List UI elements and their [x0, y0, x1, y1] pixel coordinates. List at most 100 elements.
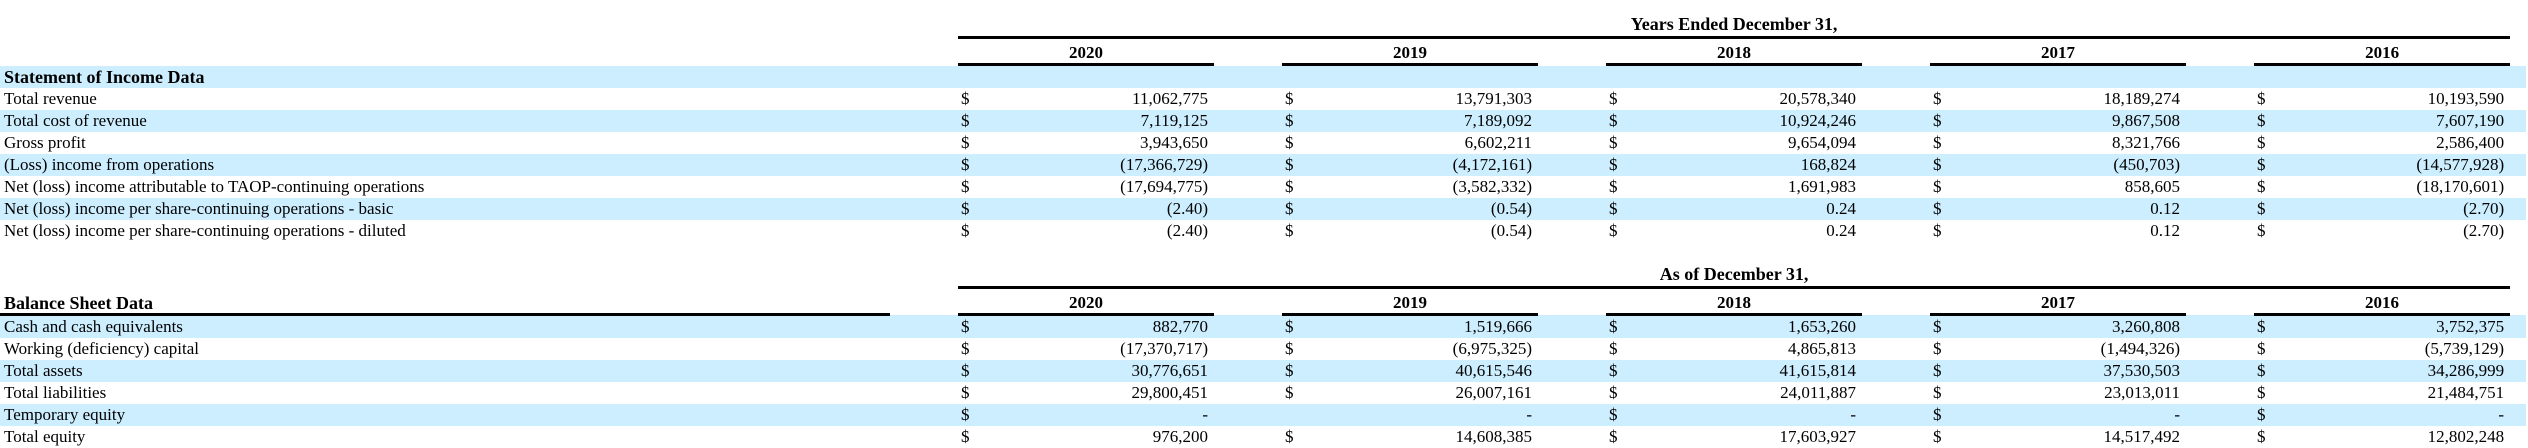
row-end-gap	[2510, 382, 2526, 404]
year-header-row: 2020 2019 2018 2017 2016	[0, 37, 2526, 66]
dollar-sign-cell: $	[1933, 221, 1942, 240]
row-label-cell: Gross profit	[4, 133, 86, 152]
dollar-sign-cell: $	[2257, 199, 2266, 218]
dollar-sign-cell: $	[961, 111, 970, 130]
dollar-sign-cell: $	[961, 177, 970, 196]
column-gap	[1214, 220, 1282, 242]
row-label-cell: Temporary equity	[4, 405, 126, 424]
column-gap	[2186, 338, 2254, 360]
column-gap	[1862, 220, 1930, 242]
row-end-gap	[2510, 132, 2526, 154]
dollar-sign-cell: $	[1933, 133, 1942, 152]
value-cell: 23,013,011	[2104, 383, 2180, 402]
dollar-sign-cell: $	[1933, 339, 1942, 358]
dollar-sign-cell: $	[961, 221, 970, 240]
value-cell: (2.70)	[2463, 199, 2505, 218]
value-cell: (2.40)	[1166, 199, 1208, 218]
dollar-sign-cell: $	[1933, 111, 1942, 130]
period-header: Years Ended December 31,	[958, 8, 2511, 39]
empty-cell	[2510, 38, 2526, 65]
dollar-sign-cell: $	[2257, 383, 2266, 402]
section-header-row: Statement of Income Data	[0, 64, 2527, 88]
column-gap	[890, 382, 958, 404]
column-gap	[1538, 176, 1606, 198]
column-gap	[2186, 288, 2254, 315]
dollar-sign-cell: $	[1285, 221, 1294, 240]
value-cell: 1,519,666	[1464, 317, 1532, 336]
column-gap	[2186, 360, 2254, 382]
column-gap	[1862, 88, 1930, 110]
value-cell: 4,865,813	[1788, 339, 1856, 358]
value-cell: 37,530,503	[2103, 361, 2181, 380]
value-cell: 2,586,400	[2436, 133, 2505, 152]
value-cell: (450,703)	[2113, 155, 2180, 174]
column-gap	[1538, 154, 1606, 176]
column-gap	[890, 38, 958, 65]
value-cell: 168,824	[1800, 155, 1856, 174]
column-gap	[2186, 132, 2254, 154]
row-label-cell: Total assets	[4, 361, 83, 380]
value-cell: 1,691,983	[1788, 177, 1856, 196]
column-gap	[890, 198, 958, 220]
empty-cell	[0, 38, 890, 65]
value-cell: -	[2174, 405, 2180, 424]
value-cell: 21,484,751	[2427, 383, 2505, 402]
value-cell: 0.12	[2150, 221, 2180, 240]
column-gap	[1538, 315, 1606, 339]
column-gap	[2186, 154, 2254, 176]
column-gap	[1214, 338, 1282, 360]
dollar-sign-cell: $	[2257, 405, 2266, 424]
dollar-sign-cell: $	[961, 427, 970, 446]
column-gap	[1862, 382, 1930, 404]
section-label: Statement of Income Data	[4, 67, 205, 87]
value-cell: 13,791,303	[1455, 89, 1533, 108]
table-row: Net (loss) income per share-continuing o…	[0, 198, 2527, 220]
dollar-sign-cell: $	[1285, 177, 1294, 196]
column-gap	[1214, 176, 1282, 198]
dollar-sign-cell: $	[961, 361, 970, 380]
column-gap	[1214, 315, 1282, 339]
table-row: Total liabilities $ 29,800,451 $ 26,007,…	[0, 382, 2526, 404]
table-row: Total cost of revenue $ 7,119,125 $ 7,18…	[0, 110, 2527, 132]
column-gap	[2186, 88, 2254, 110]
dollar-sign-cell: $	[1933, 155, 1942, 174]
dollar-sign-cell: $	[1285, 361, 1294, 380]
column-gap	[1214, 154, 1282, 176]
empty-cell	[890, 8, 958, 38]
row-label-cell: Total revenue	[4, 89, 97, 108]
year-header: 2016	[2254, 287, 2511, 316]
column-gap	[890, 132, 958, 154]
column-gap	[1538, 426, 1606, 448]
column-gap	[1862, 176, 1930, 198]
balance-sheet-table: As of December 31, Balance Sheet Data 20…	[0, 258, 2527, 448]
dollar-sign-cell: $	[1285, 133, 1294, 152]
column-gap	[1214, 198, 1282, 220]
year-header: 2017	[1930, 37, 2186, 66]
value-cell: 17,603,927	[1779, 427, 1857, 446]
column-gap	[890, 110, 958, 132]
dollar-sign-cell: $	[961, 199, 970, 218]
column-gap	[1538, 288, 1606, 315]
row-end-gap	[2510, 198, 2526, 220]
empty-cell	[890, 258, 958, 288]
column-gap	[1214, 360, 1282, 382]
dollar-sign-cell: $	[1285, 339, 1294, 358]
section-label: Balance Sheet Data	[0, 287, 890, 316]
value-cell: 12,802,248	[2427, 427, 2505, 446]
column-gap	[1538, 198, 1606, 220]
dollar-sign-cell: $	[1933, 89, 1942, 108]
dollar-sign-cell: $	[1285, 199, 1294, 218]
column-gap	[1538, 338, 1606, 360]
table-row: Net (loss) income attributable to TAOP-c…	[0, 176, 2526, 198]
column-gap	[2186, 220, 2254, 242]
column-gap	[1214, 88, 1282, 110]
value-cell: 40,615,546	[1455, 361, 1533, 380]
table-row: (Loss) income from operations $ (17,366,…	[0, 154, 2527, 176]
column-gap	[1862, 110, 1930, 132]
row-label-cell: Total equity	[4, 427, 86, 446]
table-row: Total equity $ 976,200 $ 14,608,385 $ 17…	[0, 426, 2526, 448]
column-gap	[890, 338, 958, 360]
dollar-sign-cell: $	[1285, 89, 1294, 108]
dollar-sign-cell: $	[2257, 133, 2266, 152]
